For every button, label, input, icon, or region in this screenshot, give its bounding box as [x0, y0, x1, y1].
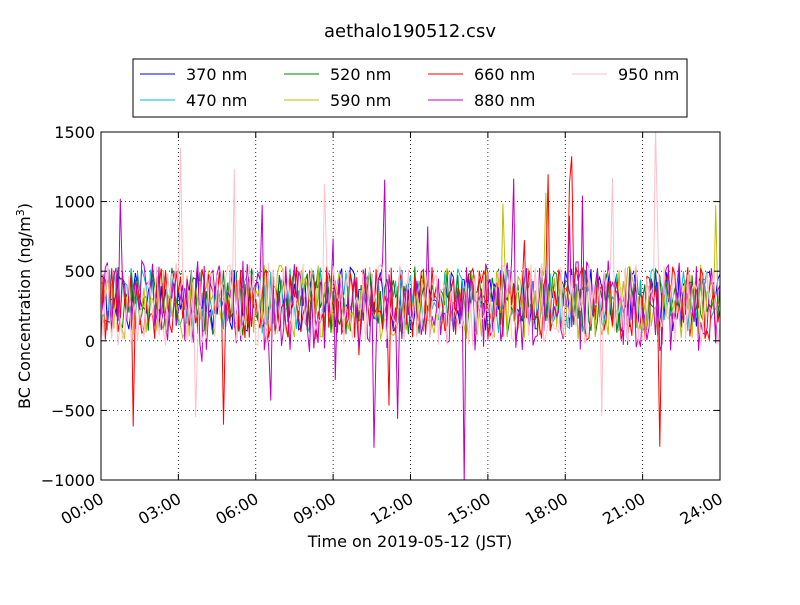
y-tick-label: 500: [64, 262, 95, 281]
y-tick-label: 1000: [54, 193, 95, 212]
legend-label: 950 nm: [618, 65, 679, 84]
x-tick-label: 06:00: [212, 489, 261, 529]
x-axis-label: Time on 2019-05-12 (JST): [307, 532, 512, 551]
x-tick-label: 24:00: [677, 489, 726, 529]
y-axis-label-main: BC Concentration (ng/m: [15, 216, 34, 409]
y-axis-label: BC Concentration (ng/m3): [14, 203, 34, 409]
legend-label: 660 nm: [474, 65, 535, 84]
y-tick-label: −500: [51, 401, 95, 420]
series-line-880-nm: [101, 178, 720, 480]
series-line-950-nm: [101, 132, 720, 418]
x-tick-label: 00:00: [58, 489, 107, 529]
x-tick-label: 21:00: [599, 489, 648, 529]
legend-label: 520 nm: [330, 65, 391, 84]
x-tick-label: 09:00: [290, 489, 339, 529]
y-tick-label: 0: [85, 332, 95, 351]
plot-area: −1000 −500 0 500 1000 1500 00:00 03:00 06:00 09:0…: [41, 123, 726, 529]
y-tick-label: 1500: [54, 123, 95, 142]
x-tick-label: 18:00: [522, 489, 571, 529]
x-tick-label: 03:00: [135, 489, 184, 529]
chart-title: aethalo190512.csv: [324, 21, 496, 42]
y-axis-label-superscript: 3: [14, 209, 27, 216]
y-axis-label-close: ): [15, 203, 34, 209]
series-line-470-nm: [101, 267, 720, 334]
legend-label: 880 nm: [474, 91, 535, 110]
legend-label: 590 nm: [330, 91, 391, 110]
y-tick-label: −1000: [41, 471, 95, 490]
legend-box: [132, 58, 688, 118]
x-tick-label: 12:00: [367, 489, 416, 529]
x-tick-label: 15:00: [444, 489, 493, 529]
legend-label: 470 nm: [186, 91, 247, 110]
legend: 370 nm 470 nm 520 nm 590 nm 660 nm 880 nm 950 …: [132, 58, 688, 118]
legend-label: 370 nm: [186, 65, 247, 84]
